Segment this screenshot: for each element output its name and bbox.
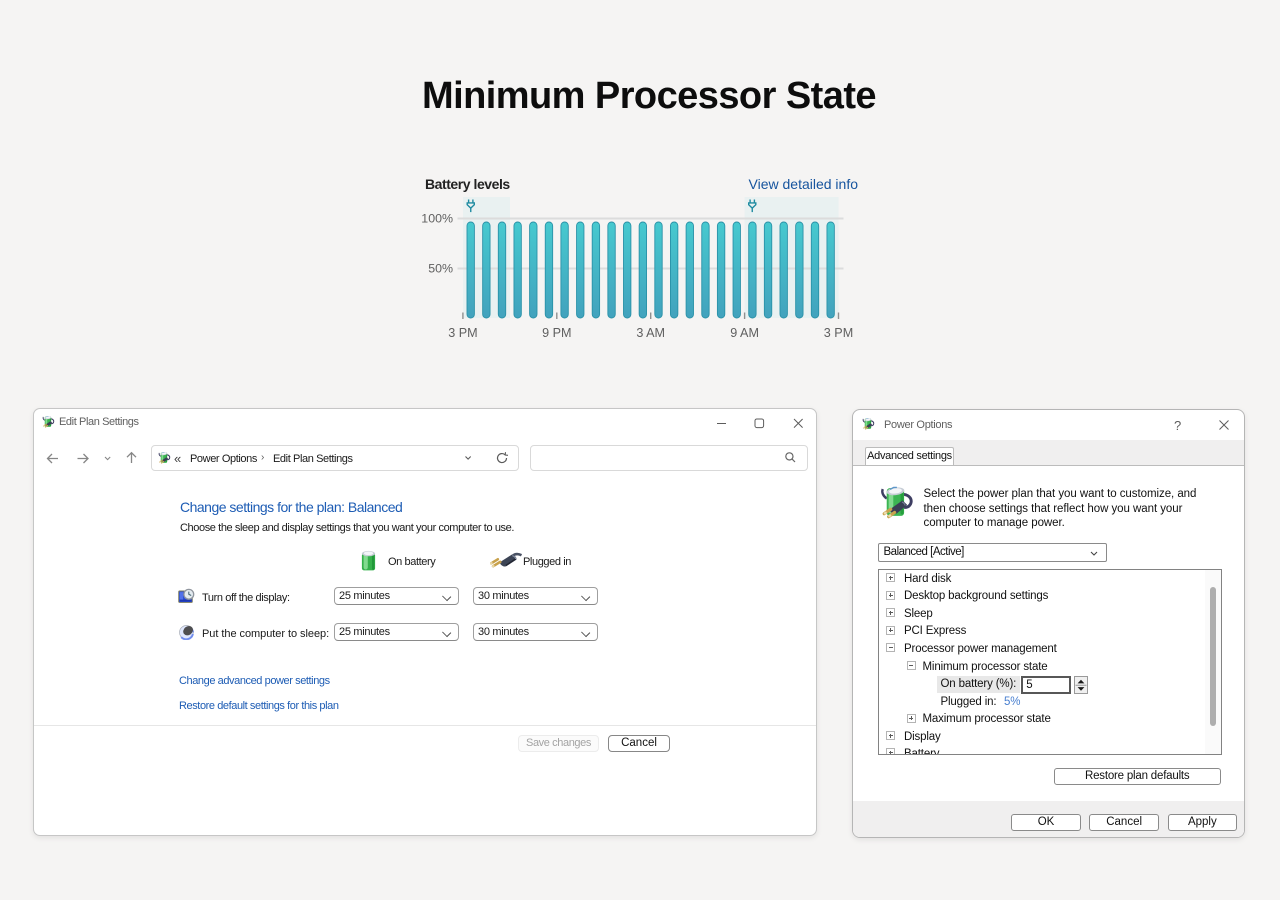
svg-text:View detailed info: View detailed info (749, 176, 859, 192)
svg-text:9 PM: 9 PM (542, 326, 571, 340)
svg-text:3 PM: 3 PM (448, 326, 477, 340)
svg-text:3 AM: 3 AM (636, 326, 665, 340)
svg-text:100%: 100% (421, 212, 453, 226)
svg-text:3 PM: 3 PM (824, 326, 853, 340)
svg-text:Battery levels: Battery levels (425, 176, 510, 192)
svg-text:9 AM: 9 AM (730, 326, 759, 340)
svg-text:50%: 50% (428, 262, 453, 276)
